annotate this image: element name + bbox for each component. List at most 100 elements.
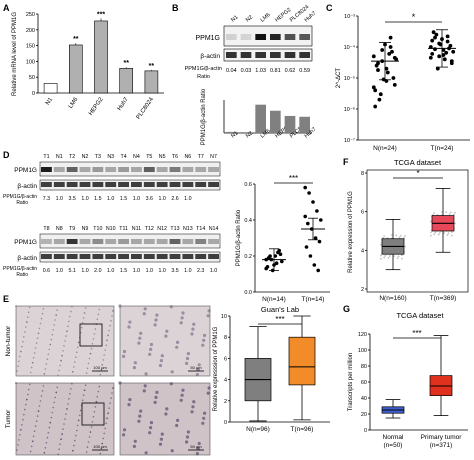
d-lane-label: N6	[184, 154, 191, 160]
b-band-actin	[226, 52, 237, 58]
b-bar	[299, 116, 310, 133]
d-blot-ppm1g	[39, 233, 221, 249]
d-ratio-value: 1.0	[184, 196, 191, 202]
e-cell-nucleus	[56, 309, 58, 312]
e-cell-nucleus	[92, 416, 95, 418]
e-cell-nucleus	[175, 423, 179, 428]
e-cell-nucleus	[28, 306, 31, 309]
g-y-tick-label: 100	[358, 348, 367, 354]
f-y-tick-label: 6	[361, 210, 364, 216]
d-y-tick-label: 0.4	[244, 218, 252, 224]
a-bar	[119, 68, 133, 94]
e-cell-nucleus	[98, 308, 101, 311]
e-cell-nucleus	[105, 344, 107, 347]
e-cell-nucleus	[176, 418, 180, 422]
d-blot-actin	[39, 179, 221, 191]
e-cell-nucleus	[91, 343, 94, 345]
d-band-ppm1g	[182, 239, 194, 244]
e-cell-nucleus	[203, 411, 207, 415]
e-cell-nucleus	[30, 445, 33, 448]
b-band-ppm1g	[284, 34, 296, 40]
b-category-label: N2	[245, 130, 254, 139]
e-cell-nucleus	[85, 451, 88, 453]
e-cell-nucleus	[181, 388, 185, 392]
b-y-axis-label: PPM1G/β-actin Ratio	[201, 88, 207, 145]
e-y-tick-label: 10	[221, 314, 227, 320]
e-cell-nucleus	[153, 400, 157, 404]
d-data-point	[303, 185, 308, 190]
e-cell-nucleus	[75, 434, 77, 437]
e-cell-nucleus	[83, 312, 86, 314]
d-band-actin	[79, 182, 91, 187]
e-cell-nucleus	[38, 327, 41, 330]
e-cell-nucleus	[180, 316, 184, 320]
d-band-ppm1g	[79, 239, 91, 244]
e-cell-nucleus	[52, 329, 54, 331]
e-cell-nucleus	[82, 394, 85, 397]
d-band-ppm1g	[53, 239, 65, 244]
f-jitter-point	[434, 231, 437, 234]
f-y-tick-label: 2	[361, 287, 364, 293]
d-band-ppm1g	[131, 167, 142, 172]
e-cell-nucleus	[109, 324, 111, 327]
e-cell-nucleus	[35, 420, 38, 423]
e-cell-nucleus	[73, 444, 75, 447]
e-cell-nucleus	[108, 329, 110, 332]
e-cell-nucleus	[32, 435, 35, 438]
e-cell-nucleus	[86, 367, 89, 370]
e-cell-nucleus	[68, 398, 70, 400]
e-cell-nucleus	[185, 361, 189, 365]
d-data-point	[312, 263, 317, 267]
g-y-tick-label: 20	[361, 412, 367, 418]
d-band-label-actin: β-actin	[17, 255, 37, 262]
e-cell-nucleus	[56, 386, 58, 389]
e-cell-nucleus	[154, 395, 158, 399]
c-y-tick-label: 10⁻⁷	[344, 137, 355, 144]
e-cell-nucleus	[93, 333, 96, 335]
a-significance: **	[73, 36, 79, 43]
e-cell-nucleus	[207, 386, 211, 390]
e-cell-nucleus	[90, 426, 93, 428]
f-jitter-point	[449, 211, 452, 214]
d-band-label-ppm1g: PPM1G	[14, 239, 37, 246]
e-cell-nucleus	[160, 354, 164, 358]
d-group-label: T(n=14)	[302, 296, 325, 303]
c-data-point	[377, 97, 382, 102]
e-cell-nucleus	[144, 372, 148, 376]
e-cell-nucleus	[50, 338, 53, 341]
a-y-tick-label: 0	[32, 91, 35, 97]
e-cell-nucleus	[76, 346, 79, 349]
e-cell-nucleus	[42, 385, 45, 387]
d-lane-label: T1	[43, 154, 49, 160]
e-cell-nucleus	[94, 328, 97, 330]
e-y-tick-label: 6	[224, 356, 227, 362]
d-ratio-value: 2.0	[94, 268, 101, 274]
panel-letter-c: C	[326, 3, 333, 13]
d-ratio-label: PPM1G/β-actin	[3, 266, 37, 272]
e-cell-nucleus	[127, 325, 131, 329]
e-y-tick-label: 8	[224, 335, 227, 341]
e-cell-nucleus	[103, 354, 105, 356]
e-cell-nucleus	[196, 368, 200, 372]
e-cell-nucleus	[122, 433, 126, 437]
b-ratio-label: PPM1G/β-actin	[185, 66, 222, 72]
e-cell-nucleus	[97, 390, 100, 393]
e-cell-nucleus	[53, 324, 55, 326]
e-cell-nucleus	[106, 417, 108, 420]
f-jitter-point	[437, 233, 440, 236]
e-cell-nucleus	[84, 307, 87, 309]
e-cell-nucleus	[76, 429, 78, 432]
d-lane-label: N3	[107, 154, 114, 160]
c-y-axis-label: 2^-ΔCT	[336, 68, 342, 88]
e-cell-nucleus	[27, 311, 30, 314]
c-data-point	[385, 70, 390, 75]
c-data-point	[391, 76, 396, 80]
e-cell-nucleus	[65, 335, 67, 337]
e-cell-nucleus	[23, 413, 25, 416]
e-cell-nucleus	[76, 351, 78, 354]
f-jitter-point	[447, 232, 450, 235]
c-data-point	[428, 55, 433, 60]
d-band-actin	[118, 254, 129, 259]
e-cell-nucleus	[201, 421, 205, 425]
f-jitter-point	[441, 211, 443, 213]
